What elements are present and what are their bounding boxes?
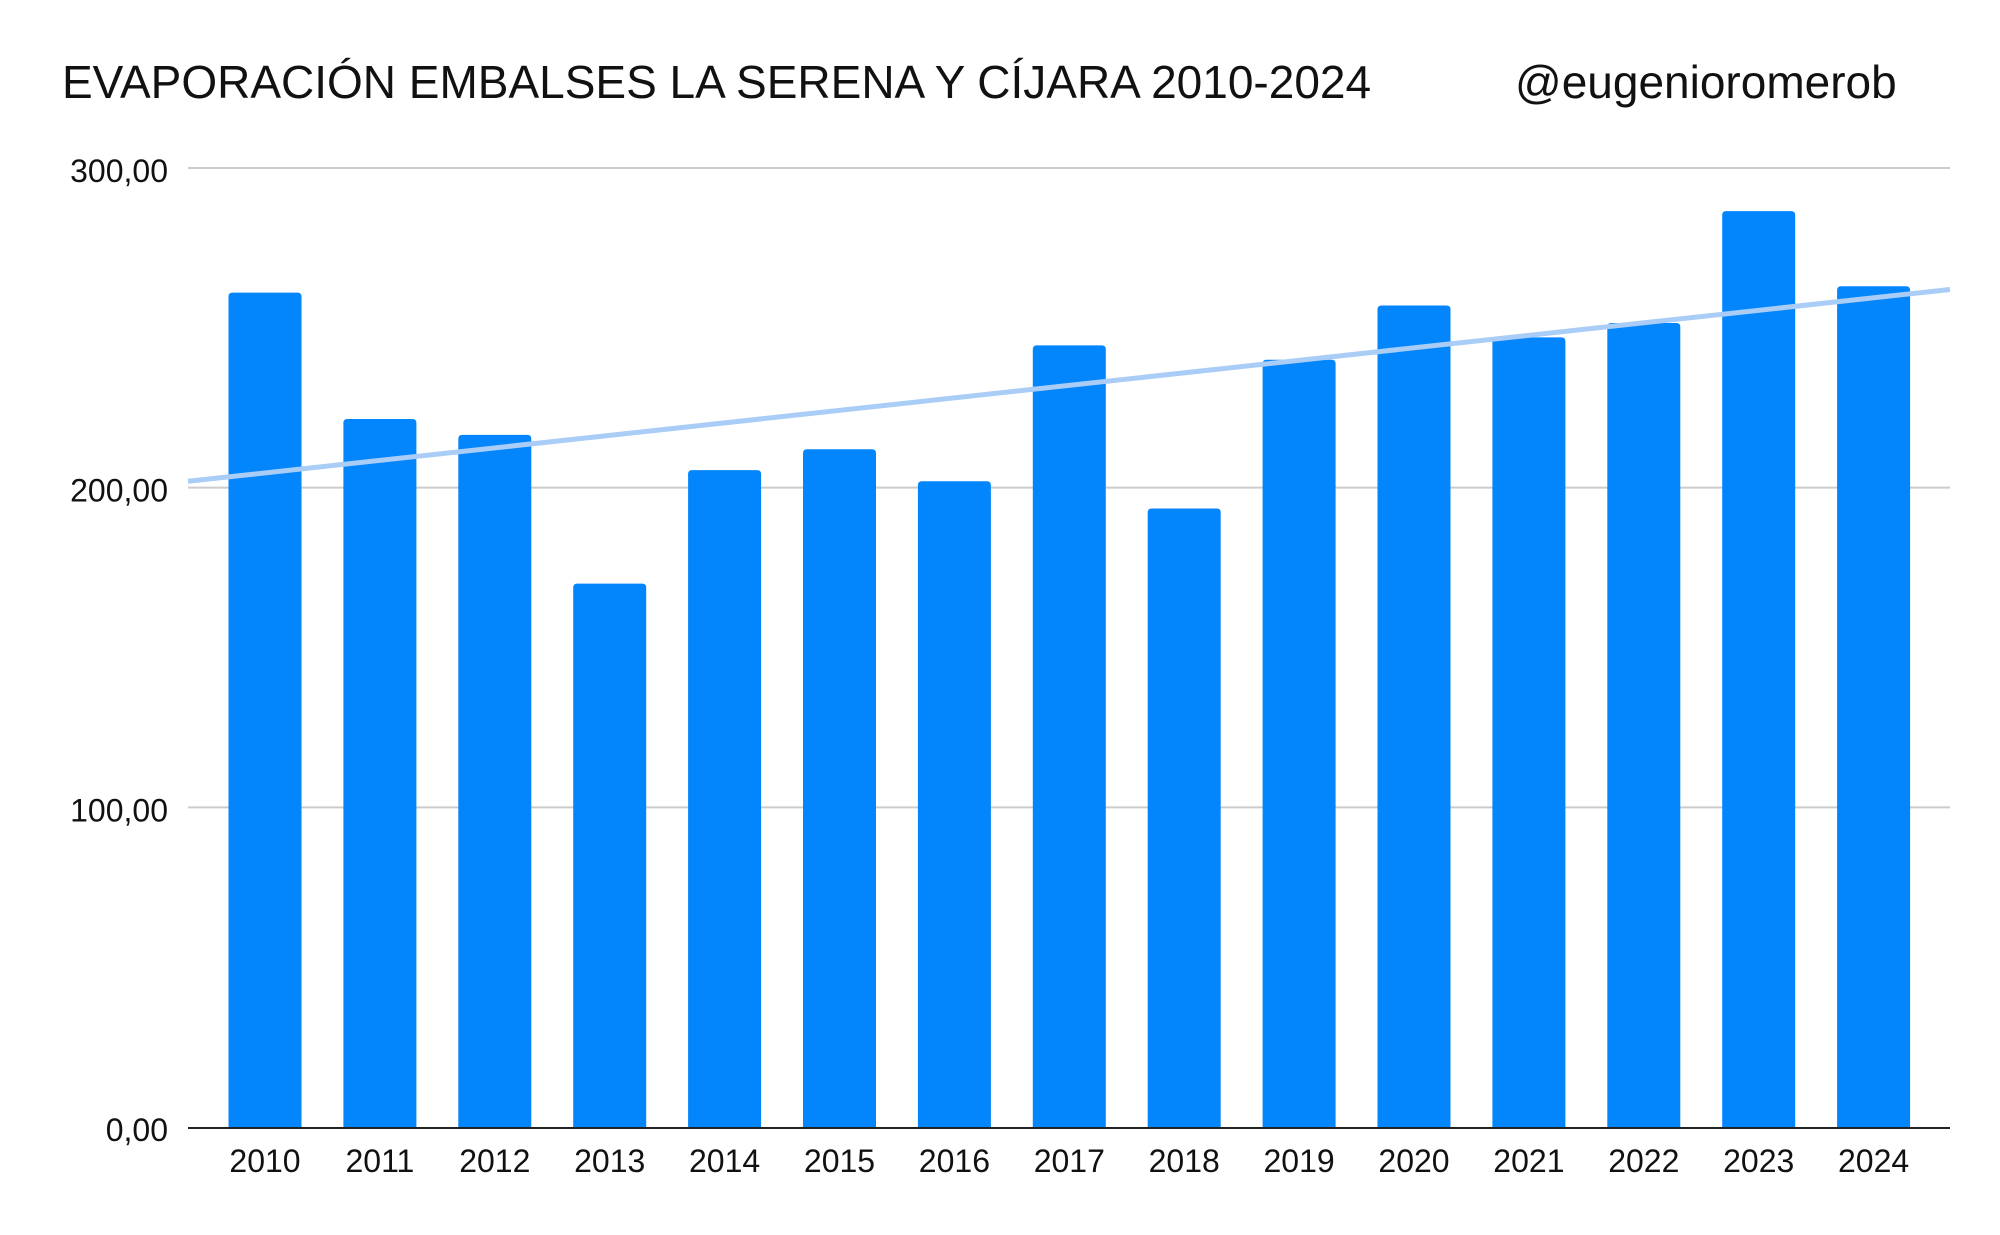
chart-title: EVAPORACIÓN EMBALSES LA SERENA Y CÍJARA … (62, 56, 1372, 108)
x-tick-label: 2017 (1034, 1143, 1105, 1179)
bar-2014 (688, 470, 762, 1128)
x-tick-label: 2019 (1264, 1143, 1335, 1179)
y-tick-label: 100,00 (70, 792, 168, 828)
x-tick-label: 2014 (689, 1143, 760, 1179)
x-tick-label: 2013 (574, 1143, 645, 1179)
bar-2020 (1377, 305, 1451, 1127)
bar-2013 (573, 583, 647, 1127)
x-tick-label: 2024 (1838, 1143, 1909, 1179)
bar-2019 (1262, 359, 1336, 1127)
bar-2017 (1032, 345, 1106, 1127)
x-tick-label: 2020 (1378, 1143, 1449, 1179)
y-tick-label: 0,00 (106, 1112, 168, 1148)
x-tick-label: 2010 (229, 1143, 300, 1179)
x-tick-label: 2011 (345, 1143, 414, 1179)
chart-author-handle: @eugenioromerob (1515, 56, 1897, 108)
y-tick-label: 300,00 (70, 153, 168, 189)
x-tick-label: 2016 (919, 1143, 990, 1179)
bar-2011 (343, 418, 417, 1127)
bar-2015 (803, 449, 876, 1128)
trendline (187, 286, 1951, 484)
x-tick-label: 2015 (804, 1143, 875, 1179)
bar-2022 (1607, 323, 1681, 1127)
x-tick-label: 2018 (1149, 1143, 1220, 1179)
x-tick-label: 2012 (459, 1143, 530, 1179)
y-tick-label: 200,00 (70, 473, 168, 509)
trendline-layer (187, 286, 1951, 484)
bar-2016 (917, 481, 991, 1128)
bar-2012 (458, 434, 532, 1128)
x-axis-tick-labels: 2010 2011 2012 2013 2014 2015 2016 2017 2018 2019… (229, 1143, 1909, 1179)
bars (228, 211, 1911, 1128)
x-tick-label: 2023 (1723, 1143, 1794, 1179)
bar-2021 (1492, 337, 1566, 1127)
x-tick-label: 2022 (1608, 1143, 1679, 1179)
bar-2010 (228, 292, 302, 1127)
x-tick-label: 2021 (1493, 1143, 1564, 1179)
bar-2018 (1147, 508, 1221, 1127)
y-axis-tick-labels: 0,00 100,00 200,00 300,00 (70, 153, 168, 1148)
bar-2024 (1837, 286, 1911, 1127)
bar-2023 (1722, 211, 1796, 1127)
